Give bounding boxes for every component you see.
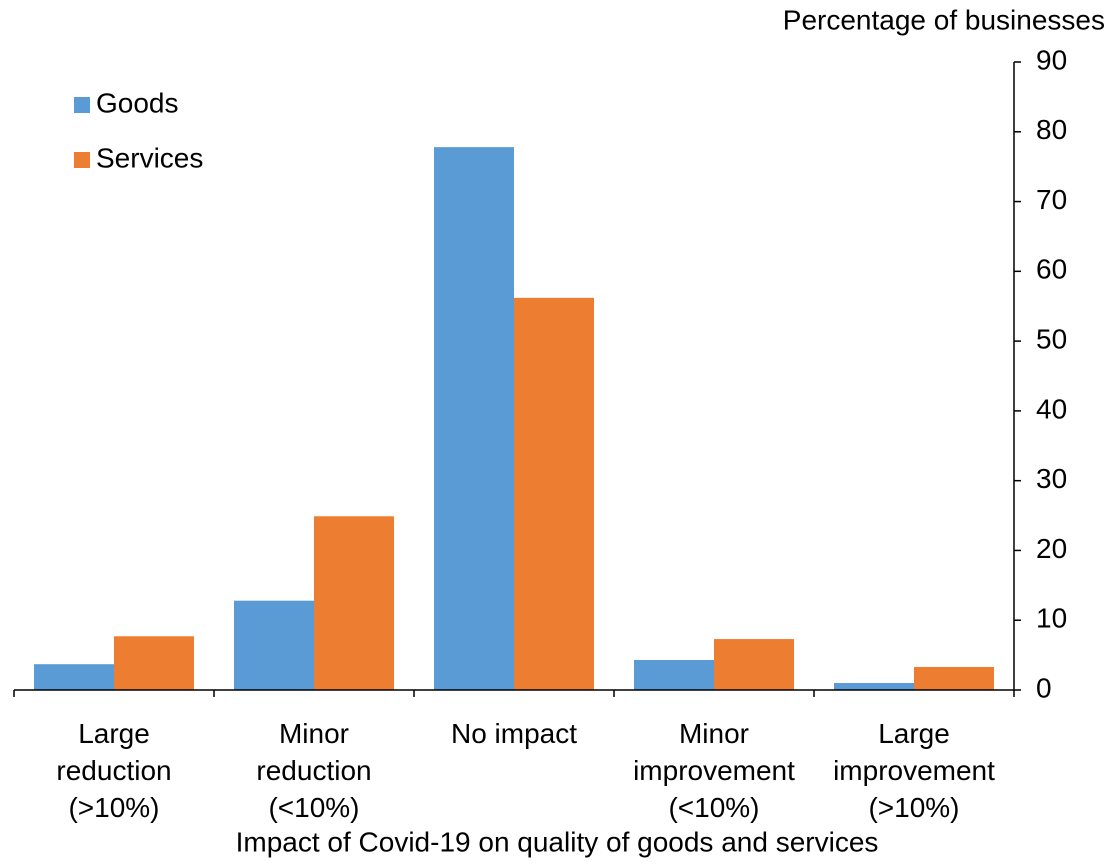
bar [714, 639, 794, 690]
bar [834, 683, 914, 690]
legend-label: Goods [96, 87, 179, 118]
bar [634, 659, 714, 690]
x-tick-label: No impact [450, 718, 578, 749]
bar [914, 666, 994, 690]
y-tick-label: 60 [1036, 254, 1067, 285]
y-tick-label: 0 [1036, 672, 1052, 703]
bar [34, 664, 114, 690]
legend-swatch [74, 152, 90, 168]
y-tick-label: 20 [1036, 533, 1067, 564]
x-tick-label: Large reduction (>10%) [56, 718, 172, 823]
bar [234, 600, 314, 690]
legend-label: Services [96, 142, 203, 173]
y-tick-label: 10 [1036, 603, 1067, 634]
y-tick-label: 40 [1036, 393, 1067, 424]
x-tick-label: Large improvement (>10%) [833, 718, 995, 823]
legend-swatch [74, 97, 90, 113]
bar [434, 147, 514, 690]
y-tick-label: 90 [1036, 44, 1067, 75]
y-axis-title: Percentage of businesses [783, 4, 1105, 35]
y-tick-label: 30 [1036, 463, 1067, 494]
x-axis-title: Impact of Covid-19 on quality of goods a… [236, 826, 879, 857]
y-tick-label: 80 [1036, 114, 1067, 145]
bar [514, 297, 594, 690]
x-tick-label: Minor reduction (<10%) [256, 718, 372, 823]
y-tick-label: 70 [1036, 184, 1067, 215]
x-tick-label: Minor improvement (<10%) [633, 718, 795, 823]
bar [114, 636, 194, 690]
bar [314, 516, 394, 690]
y-tick-label: 50 [1036, 324, 1067, 355]
